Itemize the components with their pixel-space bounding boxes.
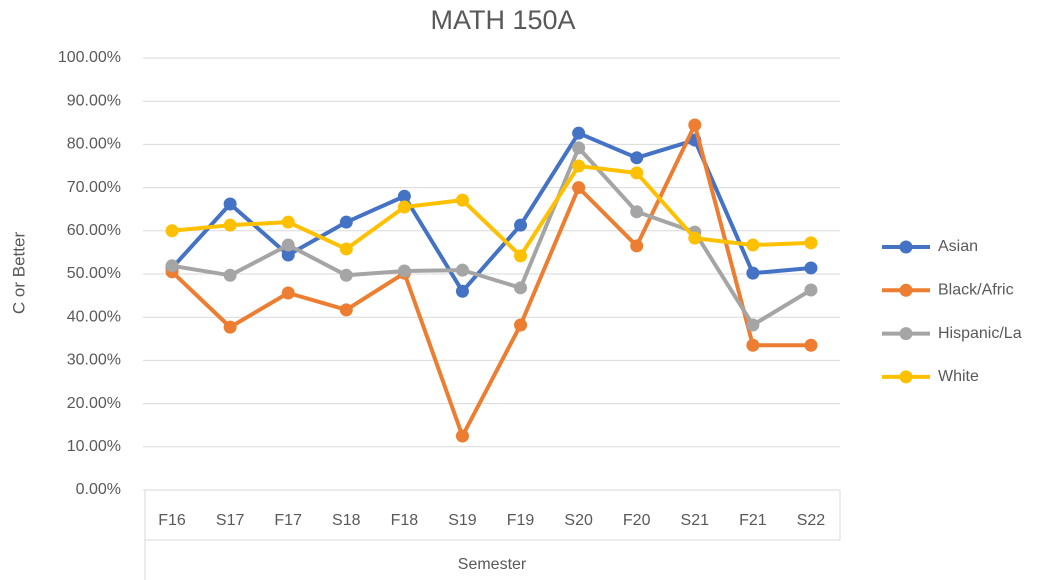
data-point (572, 126, 586, 140)
series-line (171, 164, 812, 258)
data-point (339, 268, 353, 282)
data-point (630, 166, 644, 180)
y-tick-label: 10.00% (67, 438, 121, 455)
data-point (514, 218, 528, 232)
data-point (746, 238, 760, 252)
y-tick-label: 0.00% (76, 481, 121, 498)
data-point (455, 193, 469, 207)
legend-label: Hispanic/La (938, 325, 1022, 342)
data-point (223, 197, 237, 211)
series-line (171, 145, 812, 327)
legend-label: Black/Afric (938, 282, 1014, 299)
data-point (572, 181, 586, 195)
x-tick-label: F16 (158, 512, 186, 529)
y-tick-label: 90.00% (67, 92, 121, 109)
data-point (281, 215, 295, 229)
data-point (746, 338, 760, 352)
data-point (397, 200, 411, 214)
y-axis-title: C or Better (9, 232, 28, 315)
data-point (339, 242, 353, 256)
x-tick-label: F20 (623, 512, 651, 529)
data-point (165, 259, 179, 273)
y-tick-label: 20.00% (67, 395, 121, 412)
data-point (804, 338, 818, 352)
data-point (397, 264, 411, 278)
data-point (339, 303, 353, 317)
data-point (688, 118, 702, 132)
legend-marker (899, 283, 913, 297)
x-tick-label: S22 (797, 512, 826, 529)
legend-marker (899, 370, 913, 384)
y-tick-label: 80.00% (67, 136, 121, 153)
data-point (223, 218, 237, 232)
x-tick-label: F21 (739, 512, 767, 529)
data-point (281, 286, 295, 300)
x-tick-label: F17 (274, 512, 302, 529)
legend-marker (899, 327, 913, 341)
y-tick-label: 60.00% (67, 222, 121, 239)
data-point (804, 283, 818, 297)
x-tick-label: S19 (448, 512, 477, 529)
x-tick-label: S21 (681, 512, 710, 529)
data-point (455, 284, 469, 298)
x-axis-title: Semester (458, 556, 527, 573)
x-tick-label: F18 (391, 512, 419, 529)
y-tick-label: 40.00% (67, 308, 121, 325)
y-tick-label: 30.00% (67, 352, 121, 369)
data-point (514, 249, 528, 263)
data-point (630, 239, 644, 253)
x-tick-label: S20 (564, 512, 593, 529)
data-point (630, 151, 644, 165)
data-point (455, 263, 469, 277)
x-tick-label: S18 (332, 512, 361, 529)
data-point (746, 266, 760, 280)
data-point (223, 320, 237, 334)
data-point (746, 318, 760, 332)
x-tick-label: S17 (216, 512, 245, 529)
x-tick-label: F19 (507, 512, 535, 529)
data-point (804, 261, 818, 275)
data-point (514, 318, 528, 332)
y-tick-label: 70.00% (67, 179, 121, 196)
data-point (281, 248, 295, 262)
chart-title: MATH 150A (430, 5, 575, 35)
data-point (165, 224, 179, 238)
data-point (572, 159, 586, 173)
data-point (455, 429, 469, 443)
data-point (804, 236, 818, 250)
data-point (281, 238, 295, 252)
data-point (514, 281, 528, 295)
series-line (170, 122, 811, 438)
data-point (572, 141, 586, 155)
data-point (223, 268, 237, 282)
y-tick-label: 100.00% (58, 49, 121, 66)
data-point (688, 231, 702, 245)
data-point (630, 205, 644, 219)
data-point (339, 215, 353, 229)
y-tick-label: 50.00% (67, 265, 121, 282)
legend-label: Asian (938, 238, 978, 255)
legend-label: White (938, 368, 979, 385)
data-point (397, 189, 411, 203)
legend-marker (899, 240, 913, 254)
